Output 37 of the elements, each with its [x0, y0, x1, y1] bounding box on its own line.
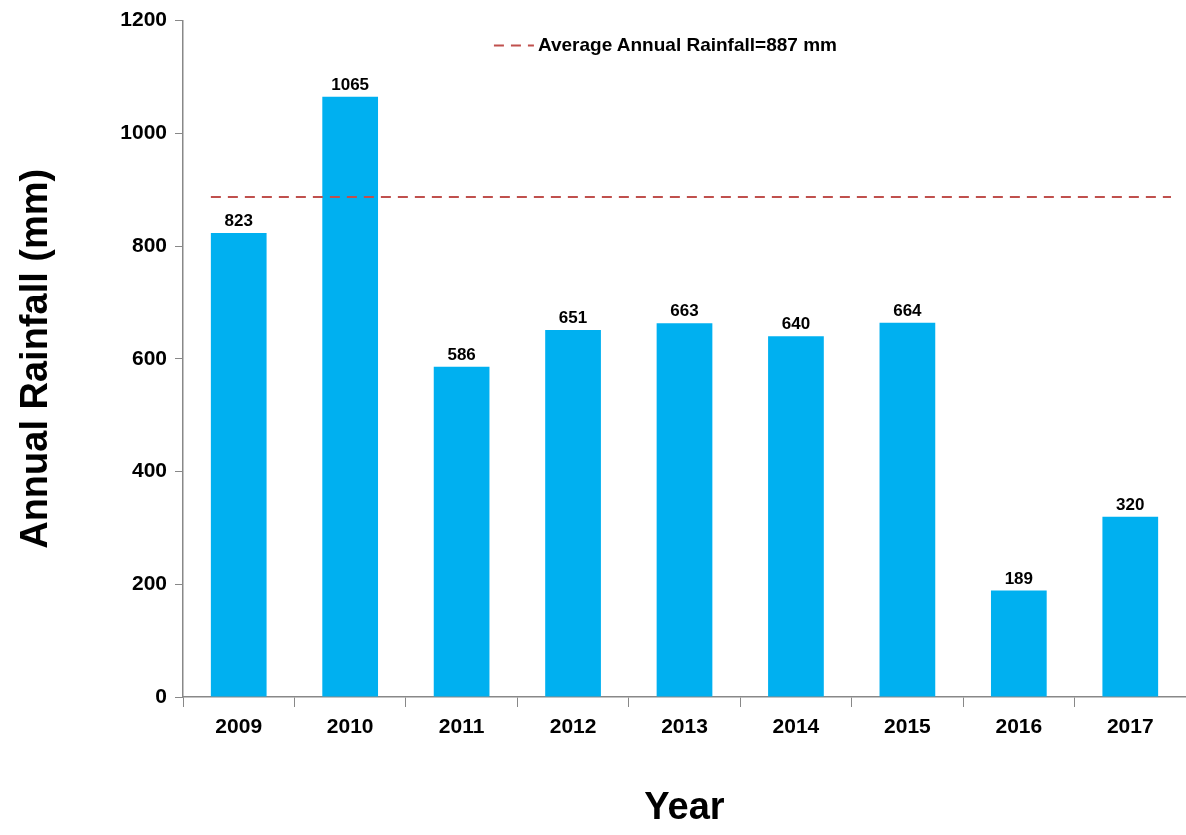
data-label: 189 [1004, 568, 1034, 588]
data-label: 823 [224, 211, 253, 231]
x-tick-label: 2010 [326, 714, 374, 738]
bar [879, 322, 936, 697]
x-tick-label: 2015 [884, 714, 932, 738]
y-tick-label: 200 [131, 571, 167, 595]
data-label: 640 [781, 314, 811, 334]
bar [433, 366, 490, 697]
y-axis-title: Annual Rainfall (mm) [13, 168, 56, 549]
bar [656, 323, 713, 697]
y-tick-label: 400 [131, 458, 167, 482]
x-tick-label: 2014 [772, 714, 820, 738]
data-label: 1065 [331, 74, 370, 94]
data-label: 586 [447, 344, 476, 364]
y-tick-label: 1000 [120, 120, 167, 144]
legend-label: Average Annual Rainfall=887 mm [537, 33, 837, 55]
bar [545, 330, 601, 697]
x-tick-label: 2013 [661, 714, 708, 738]
data-label: 320 [1116, 494, 1145, 514]
x-tick-label: 2012 [549, 714, 597, 738]
x-tick-label: 2016 [995, 714, 1043, 738]
y-tick-label: 800 [131, 232, 167, 256]
y-tick-label: 0 [155, 683, 167, 707]
y-tick-label: 600 [131, 345, 167, 369]
data-label: 663 [670, 301, 699, 321]
bar [322, 96, 379, 697]
x-tick-label: 2017 [1106, 714, 1154, 738]
bar [210, 233, 267, 697]
data-label: 651 [558, 308, 588, 328]
bar [990, 590, 1047, 697]
x-tick-label: 2011 [438, 714, 485, 738]
x-tick-label: 2009 [215, 714, 263, 738]
x-axis-title: Year [644, 784, 725, 827]
data-label: 664 [893, 300, 923, 320]
y-tick-label: 1200 [120, 7, 167, 31]
bar [1102, 516, 1159, 697]
bar [768, 336, 824, 697]
